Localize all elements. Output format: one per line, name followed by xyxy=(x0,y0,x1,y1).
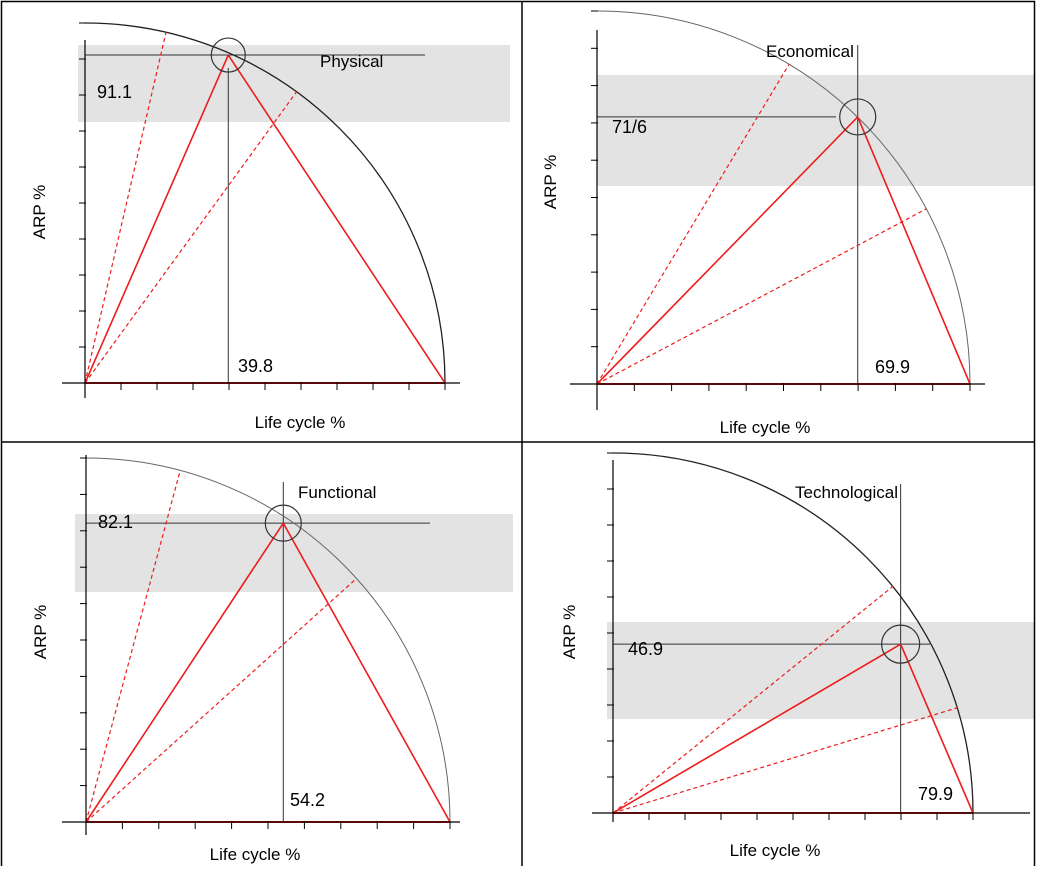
x-value-label: 54.2 xyxy=(290,790,325,810)
panel-title: Economical xyxy=(766,42,854,61)
panel-functional: Functional 82.1 54.2 ARP % Life cycle % xyxy=(31,455,513,864)
panel-title: Physical xyxy=(320,52,383,71)
guide-lines xyxy=(85,54,425,383)
quarter-circle-arc xyxy=(84,22,446,384)
panel-economical: Economical 71/6 69.9 ARP % Life cycle % xyxy=(541,10,1034,437)
red-line-point-to-end xyxy=(227,54,446,384)
quarter-circle-arc xyxy=(85,457,451,823)
red-dashed-line-2 xyxy=(84,91,298,384)
guide-lines xyxy=(86,482,430,822)
y-value-label: 91.1 xyxy=(97,82,132,102)
guide-lines xyxy=(613,484,930,813)
y-axis-label: ARP % xyxy=(541,155,560,210)
red-dashed-line-2 xyxy=(85,577,357,823)
x-axis-label: Life cycle % xyxy=(730,841,821,860)
panel-physical: Physical 91.1 39.8 ARP % Life cycle % xyxy=(30,22,510,432)
x-axis-label: Life cycle % xyxy=(720,418,811,437)
panel-title: Technological xyxy=(795,483,898,502)
y-value-label: 46.9 xyxy=(628,639,663,659)
axes xyxy=(62,455,460,835)
point-marker-circle xyxy=(264,504,302,542)
value-band xyxy=(75,514,513,592)
x-value-label: 39.8 xyxy=(238,356,273,376)
red-line-origin-to-point xyxy=(85,522,284,823)
panel-title: Functional xyxy=(298,483,376,502)
red-dashed-line-1 xyxy=(85,470,181,823)
point-marker-circle xyxy=(881,624,921,664)
value-band xyxy=(597,75,1034,186)
quarter-circle-arc xyxy=(612,452,974,814)
red-line-point-to-end xyxy=(856,116,971,385)
y-value-label: 71/6 xyxy=(612,117,647,137)
x-value-label: 69.9 xyxy=(875,357,910,377)
red-line-origin-to-point xyxy=(84,54,230,384)
point-marker-circle xyxy=(839,98,877,136)
red-dashed-line-2 xyxy=(612,707,958,814)
panel-technological: Technological 46.9 79.9 ARP % Life cycle… xyxy=(560,452,1035,860)
y-axis-label: ARP % xyxy=(30,185,49,240)
x-axis-label: Life cycle % xyxy=(210,845,301,864)
red-dashed-line-1 xyxy=(612,585,894,814)
axes xyxy=(592,452,1030,822)
red-dashed-line-1 xyxy=(84,32,167,384)
x-axis-label: Life cycle % xyxy=(255,413,346,432)
x-value-label: 79.9 xyxy=(918,784,953,804)
y-axis-label: ARP % xyxy=(31,605,50,660)
value-band xyxy=(607,622,1035,719)
red-line-point-to-end xyxy=(899,643,974,814)
red-line-origin-to-point xyxy=(596,116,859,385)
red-dashed-line-1 xyxy=(596,63,790,385)
value-band xyxy=(78,45,510,122)
quarter-circle-arc xyxy=(596,10,971,385)
red-line-origin-to-point xyxy=(612,643,902,814)
axes xyxy=(62,22,460,398)
y-axis-label: ARP % xyxy=(560,605,579,660)
y-value-label: 82.1 xyxy=(98,512,133,532)
axes xyxy=(570,10,985,410)
red-dashed-line-2 xyxy=(596,208,927,385)
guide-lines xyxy=(597,45,859,384)
red-line-point-to-end xyxy=(282,522,451,823)
point-marker-circle xyxy=(210,37,246,73)
